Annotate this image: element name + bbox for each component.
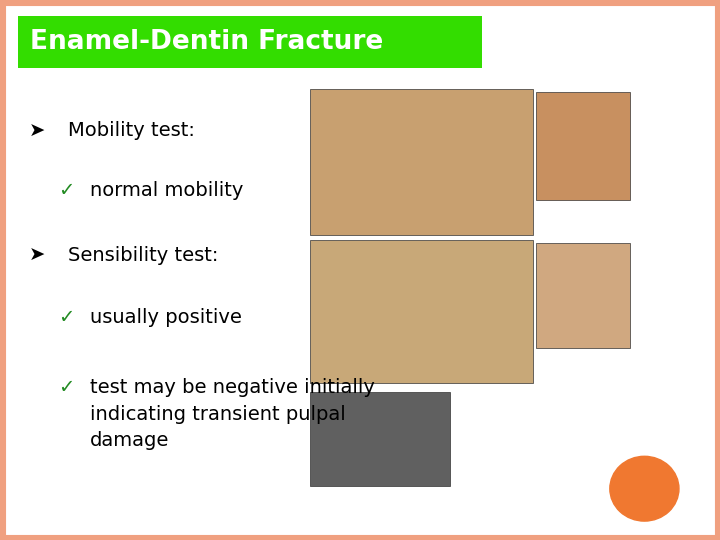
- Text: Sensibility test:: Sensibility test:: [68, 246, 219, 265]
- Text: ✓: ✓: [58, 378, 74, 397]
- Text: Mobility test:: Mobility test:: [68, 122, 195, 140]
- Text: ➤: ➤: [29, 122, 45, 140]
- Text: test may be negative initially
indicating transient pulpal
damage: test may be negative initially indicatin…: [90, 378, 375, 450]
- Text: Enamel-Dentin Fracture: Enamel-Dentin Fracture: [30, 29, 384, 55]
- Text: ✓: ✓: [58, 181, 74, 200]
- Text: ➤: ➤: [29, 246, 45, 265]
- FancyBboxPatch shape: [310, 89, 533, 235]
- Text: ✓: ✓: [58, 308, 74, 327]
- Ellipse shape: [610, 456, 679, 521]
- Text: usually positive: usually positive: [90, 308, 242, 327]
- FancyBboxPatch shape: [18, 16, 482, 68]
- FancyBboxPatch shape: [536, 92, 630, 200]
- FancyBboxPatch shape: [310, 240, 533, 383]
- FancyBboxPatch shape: [536, 243, 630, 348]
- Text: normal mobility: normal mobility: [90, 181, 243, 200]
- FancyBboxPatch shape: [310, 392, 450, 486]
